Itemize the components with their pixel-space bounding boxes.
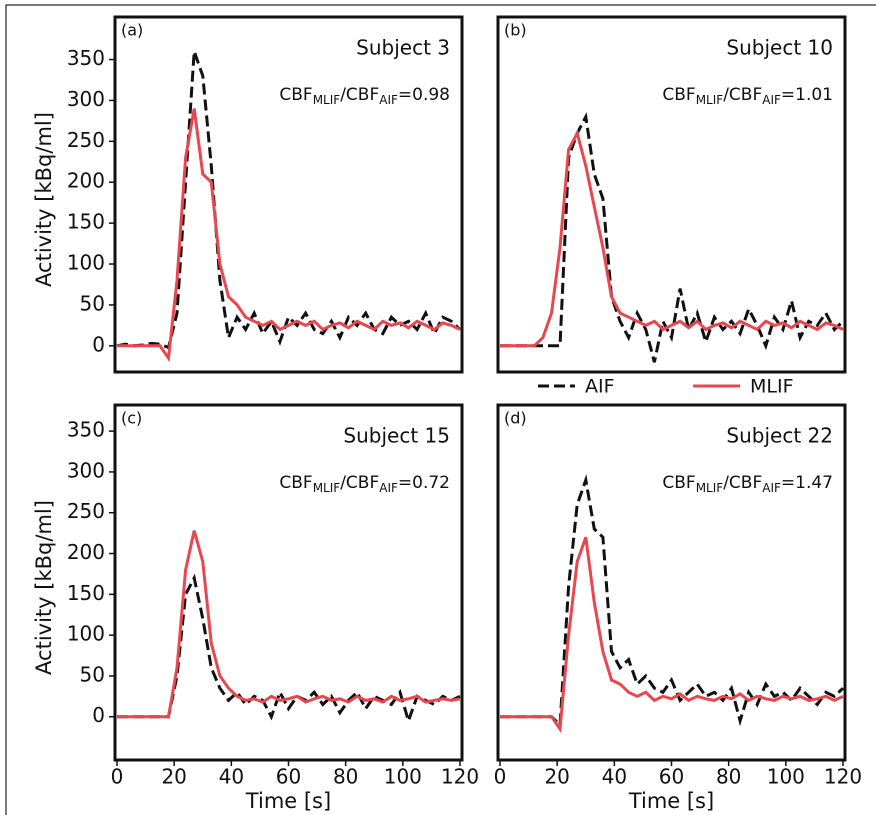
ratio-part: AIF [379, 481, 398, 495]
x-tick-label: 120 [441, 765, 479, 789]
legend-label: AIF [585, 376, 615, 398]
ratio-part: AIF [762, 93, 781, 107]
legend-label: MLIF [750, 376, 794, 398]
y-tick-label: 300 [67, 87, 105, 111]
series-line [500, 112, 845, 363]
ratio-part: CBF [662, 473, 695, 493]
x-tick-label: 100 [767, 765, 805, 789]
subject-label: Subject 15 [343, 424, 450, 448]
ratio-label: CBFMLIF/CBFAIF=1.01 [662, 85, 833, 107]
ratio-part: CBF [279, 85, 312, 105]
series-line [117, 530, 461, 719]
ratio-label: CBFMLIF/CBFAIF=0.98 [279, 85, 450, 107]
x-tick-label: 40 [219, 765, 244, 789]
subject-label: Subject 10 [726, 36, 833, 60]
series-line [500, 536, 844, 734]
x-axis-label: Time [s] [628, 789, 714, 813]
y-tick-label: 150 [67, 581, 105, 605]
ratio-part: MLIF [313, 93, 341, 107]
ratio-label: CBFMLIF/CBFAIF=0.72 [279, 473, 450, 495]
ratio-part: /CBF [723, 473, 762, 493]
ratio-part: AIF [762, 481, 781, 495]
panel-label: (d) [504, 409, 527, 428]
y-tick-label: 300 [67, 458, 105, 482]
ratio-part: /CBF [340, 473, 379, 493]
x-tick-label: 100 [384, 765, 422, 789]
ratio-part: =0.72 [398, 473, 450, 493]
y-tick-label: 350 [67, 46, 105, 70]
subject-label: Subject 22 [726, 424, 833, 448]
panel-label: (a) [121, 21, 143, 40]
y-tick-label: 100 [67, 622, 105, 646]
y-tick-label: 50 [80, 291, 105, 315]
ratio-part: /CBF [340, 85, 379, 105]
y-tick-label: 250 [67, 499, 105, 523]
ratio-part: CBF [662, 85, 695, 105]
series-line [500, 129, 844, 348]
y-axis-label: Activity [kBq/ml] [32, 112, 56, 287]
plot-frame [496, 403, 847, 762]
x-tick-label: 40 [602, 765, 627, 789]
panel-label: (b) [504, 21, 527, 40]
y-tick-label: 0 [92, 703, 105, 727]
ratio-part: MLIF [313, 481, 341, 495]
ratio-part: AIF [379, 93, 398, 107]
series-line [117, 108, 461, 363]
series-line [500, 474, 845, 729]
x-tick-label: 0 [111, 765, 124, 789]
ratio-part: CBF [279, 473, 312, 493]
y-tick-label: 50 [80, 662, 105, 686]
y-tick-label: 250 [67, 128, 105, 152]
x-tick-label: 20 [161, 765, 186, 789]
ratio-part: =1.47 [781, 473, 833, 493]
x-tick-label: 80 [716, 765, 741, 789]
y-axis-label: Activity [kBq/ml] [32, 500, 56, 675]
x-tick-label: 0 [494, 765, 507, 789]
x-tick-label: 120 [824, 765, 862, 789]
y-tick-label: 350 [67, 418, 105, 442]
plot-frame [113, 15, 464, 374]
panel-label: (c) [121, 409, 142, 428]
ratio-part: /CBF [723, 85, 762, 105]
x-tick-label: 60 [659, 765, 684, 789]
series-line [117, 573, 461, 726]
x-tick-label: 60 [276, 765, 301, 789]
x-tick-label: 80 [333, 765, 358, 789]
y-tick-label: 200 [67, 169, 105, 193]
ratio-part: =0.98 [398, 85, 450, 105]
subject-label: Subject 3 [356, 36, 450, 60]
ratio-part: MLIF [696, 481, 724, 495]
ratio-label: CBFMLIF/CBFAIF=1.47 [662, 473, 833, 495]
y-tick-label: 0 [92, 332, 105, 356]
ratio-part: =1.01 [781, 85, 833, 105]
y-tick-label: 150 [67, 210, 105, 234]
y-tick-label: 200 [67, 540, 105, 564]
ratio-part: MLIF [696, 93, 724, 107]
figure-border [5, 4, 876, 815]
x-tick-label: 20 [544, 765, 569, 789]
plot-frame [496, 15, 847, 374]
y-tick-label: 100 [67, 251, 105, 275]
x-axis-label: Time [s] [245, 789, 331, 813]
